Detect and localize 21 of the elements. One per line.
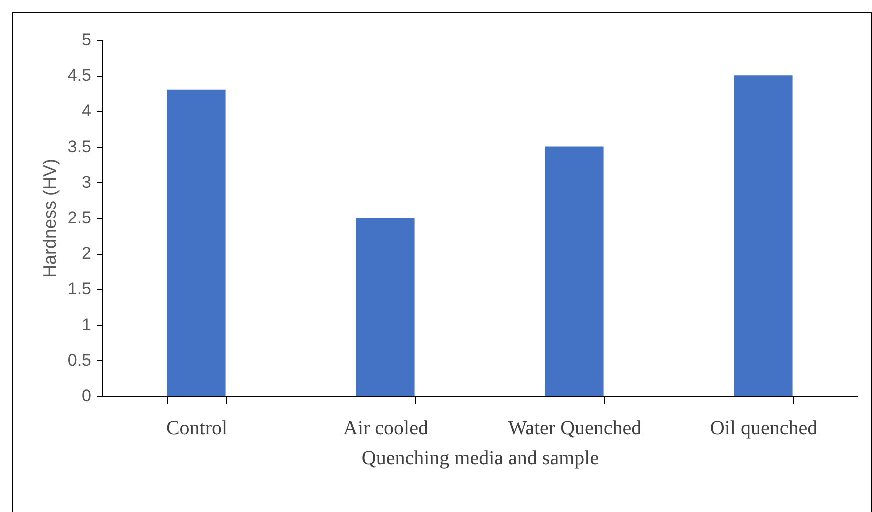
y-tick-label: 3: [82, 172, 92, 192]
y-tick-label: 1: [82, 315, 92, 334]
y-tick-label: 0.5: [68, 350, 92, 370]
y-axis-title: Hardness (HV): [40, 158, 60, 278]
bar: [734, 76, 793, 396]
bar: [356, 218, 415, 396]
bar: [545, 146, 604, 396]
x-tick-label: Air cooled: [344, 418, 428, 440]
x-tick-label: Oil quenched: [710, 418, 818, 440]
y-tick-label: 1.5: [68, 280, 92, 299]
y-tick-label: 4.5: [68, 66, 92, 86]
x-tick-label: Water Quenched: [508, 418, 642, 440]
y-tick-label: 4: [82, 102, 92, 121]
y-tick-label: 0: [82, 386, 92, 406]
y-tick-label: 2.5: [68, 208, 92, 228]
y-tick-label: 3.5: [68, 137, 92, 156]
x-axis-title: Quenching media and sample: [362, 448, 600, 470]
y-tick-label: 5: [82, 30, 92, 50]
bar: [167, 90, 226, 396]
y-tick-label: 2: [82, 244, 92, 264]
x-tick-label: Control: [166, 418, 228, 440]
